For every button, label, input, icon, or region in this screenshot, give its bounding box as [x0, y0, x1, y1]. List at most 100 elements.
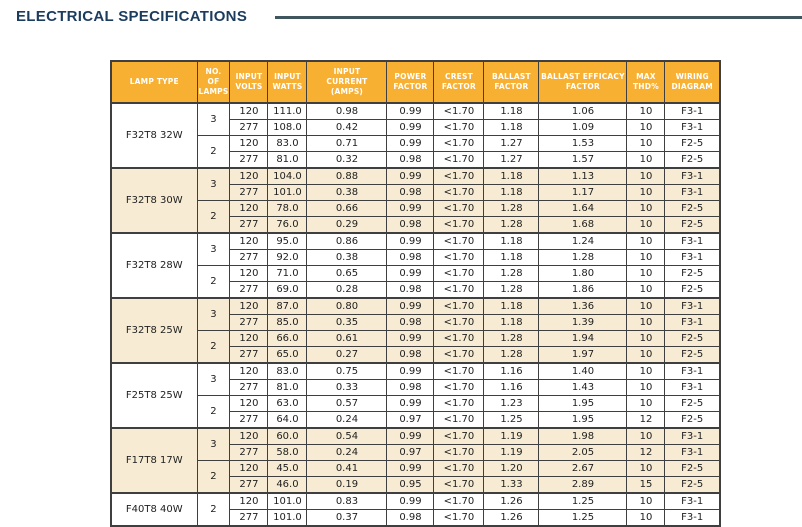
data-cell: 0.54: [306, 427, 388, 445]
data-cell: 0.38: [306, 184, 388, 201]
data-cell: 83.0: [267, 362, 308, 380]
data-cell: 101.0: [267, 509, 308, 527]
lamp-type-cell: F17T8 17W: [110, 427, 198, 494]
title-rule: [275, 16, 802, 19]
data-cell: 0.65: [306, 265, 388, 282]
data-cell: 1.18: [483, 102, 540, 120]
data-cell: <1.70: [433, 102, 485, 120]
data-cell: 1.17: [538, 184, 628, 201]
data-cell: 0.99: [386, 265, 435, 282]
data-cell: F3-1: [664, 314, 721, 331]
data-cell: 10: [626, 460, 666, 477]
data-cell: <1.70: [433, 314, 485, 331]
data-cell: 0.97: [386, 444, 435, 461]
no-of-lamps-cell: 2: [196, 200, 231, 234]
data-cell: F3-1: [664, 492, 721, 510]
electrical-specifications-table: LAMP TYPE NO. OF LAMPS INPUT VOLTS INPUT WA…: [110, 60, 721, 527]
data-cell: F3-1: [664, 297, 721, 315]
data-cell: 58.0: [267, 444, 308, 461]
data-cell: F2-5: [664, 151, 721, 169]
no-of-lamps-cell: 2: [196, 135, 231, 169]
data-cell: 10: [626, 249, 666, 266]
data-cell: 277: [229, 281, 269, 299]
data-cell: 66.0: [267, 330, 308, 347]
header-cell-1: NO. OF LAMPS: [196, 60, 231, 104]
data-cell: 76.0: [267, 216, 308, 234]
data-cell: 12: [626, 444, 666, 461]
data-cell: 0.97: [386, 411, 435, 429]
data-cell: 0.33: [306, 379, 388, 396]
data-cell: 0.99: [386, 167, 435, 185]
data-cell: 108.0: [267, 119, 308, 136]
data-cell: <1.70: [433, 232, 485, 250]
data-cell: 60.0: [267, 427, 308, 445]
header-cell-2: INPUT VOLTS: [229, 60, 269, 104]
data-cell: 277: [229, 249, 269, 266]
data-cell: <1.70: [433, 330, 485, 347]
data-cell: 10: [626, 151, 666, 169]
lamp-type-cell: F32T8 32W: [110, 102, 198, 169]
data-cell: 0.99: [386, 297, 435, 315]
data-cell: 83.0: [267, 135, 308, 152]
data-cell: <1.70: [433, 216, 485, 234]
data-cell: 0.98: [386, 346, 435, 364]
data-cell: 1.68: [538, 216, 628, 234]
data-cell: 104.0: [267, 167, 308, 185]
data-cell: 120: [229, 362, 269, 380]
data-cell: 0.42: [306, 119, 388, 136]
data-cell: F3-1: [664, 427, 721, 445]
data-cell: 81.0: [267, 379, 308, 396]
data-cell: 120: [229, 330, 269, 347]
data-cell: 10: [626, 297, 666, 315]
no-of-lamps-cell: 3: [196, 102, 231, 136]
data-cell: <1.70: [433, 281, 485, 299]
data-cell: 1.23: [483, 395, 540, 412]
data-cell: 10: [626, 281, 666, 299]
data-cell: 15: [626, 476, 666, 494]
data-cell: 0.66: [306, 200, 388, 217]
table-row: F32T8 25W 3 120 87.0 0.80 0.99 <1.70 1.18 1.36 10…: [110, 297, 721, 364]
data-cell: 69.0: [267, 281, 308, 299]
data-cell: 1.09: [538, 119, 628, 136]
data-cell: 10: [626, 119, 666, 136]
data-cell: 0.19: [306, 476, 388, 494]
data-cell: 10: [626, 509, 666, 527]
data-cell: 1.80: [538, 265, 628, 282]
data-cell: 1.95: [538, 395, 628, 412]
data-cell: 1.64: [538, 200, 628, 217]
data-cell: 120: [229, 492, 269, 510]
data-cell: 0.99: [386, 395, 435, 412]
table-row: 277 58.0 0.24 0.97 <1.70 1.19 2.05 12 F3-1: [111, 444, 721, 461]
data-cell: 1.28: [483, 330, 540, 347]
data-cell: 1.20: [483, 460, 540, 477]
data-cell: <1.70: [433, 167, 485, 185]
data-cell: 1.28: [483, 281, 540, 299]
data-cell: 1.18: [483, 167, 540, 185]
header-cell-9: MAX THD%: [626, 60, 666, 104]
lamp-type-cell: F32T8 28W: [110, 232, 198, 299]
data-cell: 120: [229, 427, 269, 445]
data-cell: 10: [626, 135, 666, 152]
data-cell: 10: [626, 314, 666, 331]
data-cell: 45.0: [267, 460, 308, 477]
data-cell: 1.16: [483, 362, 540, 380]
data-cell: F2-5: [664, 476, 721, 494]
data-cell: 1.53: [538, 135, 628, 152]
data-cell: 1.18: [483, 232, 540, 250]
data-cell: 10: [626, 167, 666, 185]
table-row: 2 120 63.0 0.57 0.99 <1.70 1.23 1.95 10 F2-5: [111, 395, 721, 429]
data-cell: 12: [626, 411, 666, 429]
data-cell: <1.70: [433, 265, 485, 282]
data-cell: 0.98: [386, 184, 435, 201]
data-cell: 0.24: [306, 411, 388, 429]
data-cell: 10: [626, 184, 666, 201]
data-cell: 2.89: [538, 476, 628, 494]
data-cell: 10: [626, 346, 666, 364]
data-cell: 0.99: [386, 427, 435, 445]
data-cell: 0.37: [306, 509, 388, 527]
data-cell: 120: [229, 395, 269, 412]
data-cell: 1.19: [483, 444, 540, 461]
data-cell: 1.27: [483, 151, 540, 169]
table-row: 277 69.0 0.28 0.98 <1.70 1.28 1.86 10 F2-5: [111, 281, 721, 299]
data-cell: 0.98: [386, 216, 435, 234]
